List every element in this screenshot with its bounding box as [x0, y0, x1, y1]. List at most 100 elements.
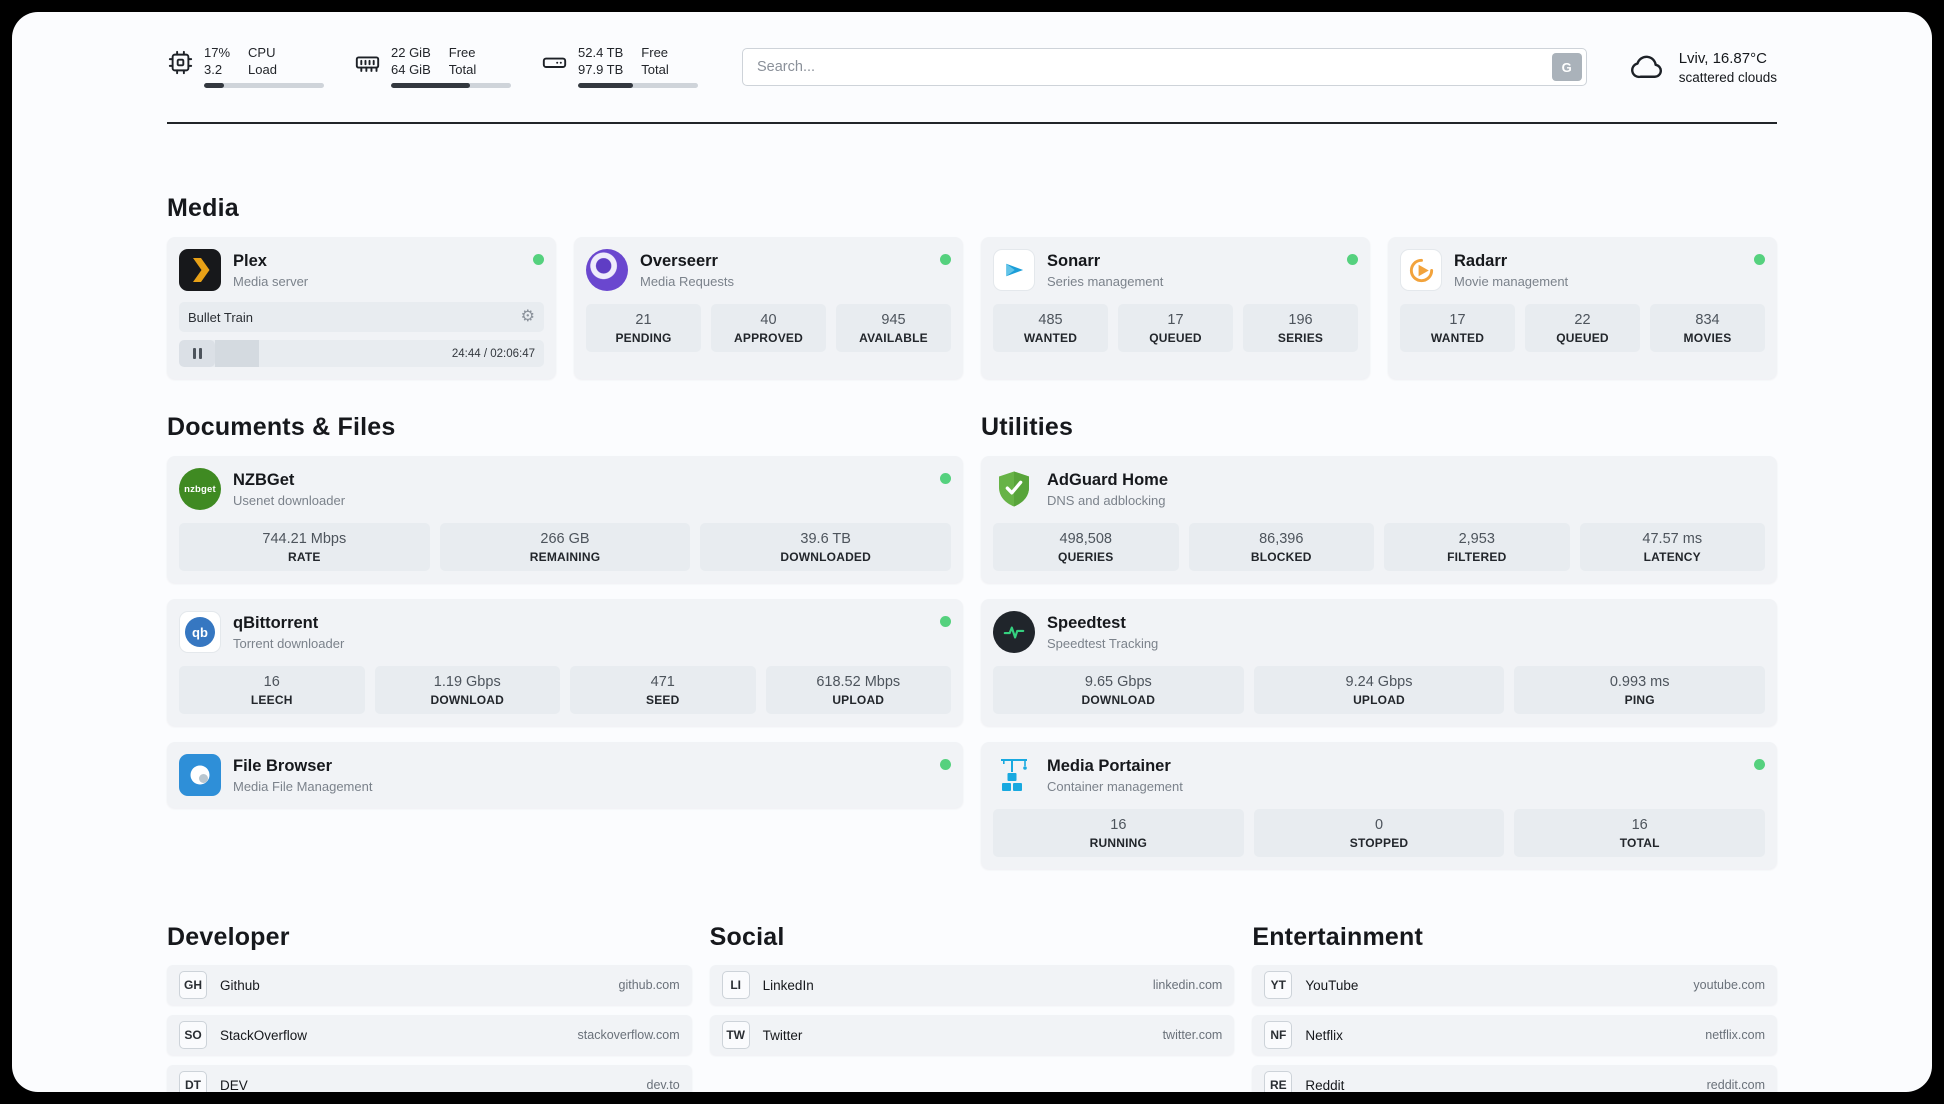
stat-tile: 17 WANTED — [1400, 304, 1515, 352]
stat-tile: 9.24 Gbps UPLOAD — [1253, 666, 1505, 714]
stat-tile: 16 RUNNING — [993, 809, 1244, 857]
bookmark-youtube[interactable]: YT YouTube youtube.com — [1252, 965, 1777, 1005]
app-card-plex: Plex Media server Bullet Train ⚙ — [167, 237, 556, 379]
app-name: Media Portainer — [1047, 756, 1171, 775]
adguard-link[interactable]: AdGuard Home DNS and adblocking — [993, 468, 1765, 510]
app-card-qbittorrent: qb qBittorrent Torrent downloader 16 — [167, 599, 963, 726]
bookmark-linkedin[interactable]: LI LinkedIn linkedin.com — [709, 965, 1235, 1005]
dashboard-page: 17% 3.2 CPU Load — [12, 12, 1932, 1092]
cloud-icon — [1627, 49, 1669, 85]
filebrowser-icon — [179, 754, 221, 796]
disk-sub-value: 97.9 TB — [578, 62, 624, 77]
disk-label-bottom: Total — [641, 62, 669, 77]
bookmark-name: DEV — [220, 1077, 248, 1093]
app-card-sonarr: Sonarr Series management 485 WANTED 17 Q… — [981, 237, 1370, 379]
section-title-utilities: Utilities — [981, 413, 1074, 441]
bookmark-github[interactable]: GH Github github.com — [167, 965, 692, 1005]
stat-tile: 9.65 Gbps DOWNLOAD — [993, 666, 1244, 714]
now-playing-title: Bullet Train — [188, 309, 254, 325]
stat-tile: 47.57 ms LATENCY — [1579, 523, 1765, 571]
app-card-nzbget: nzbget NZBGet Usenet downloader 744.21 M… — [167, 456, 963, 583]
bookmark-url: github.com — [618, 978, 680, 992]
nzbget-icon: nzbget — [179, 468, 221, 510]
disk-metric: 52.4 TB 97.9 TB Free Total — [541, 44, 698, 89]
bookmark-name: StackOverflow — [220, 1027, 308, 1043]
app-subtitle: Media Requests — [640, 273, 734, 289]
stat-tile: 16 TOTAL — [1514, 809, 1766, 857]
bookmark-name: YouTube — [1305, 977, 1359, 993]
app-card-speedtest: Speedtest Speedtest Tracking 9.65 Gbps D… — [981, 599, 1777, 726]
bookmark-url: netflix.com — [1705, 1028, 1765, 1042]
status-dot — [940, 616, 951, 627]
ram-value: 22 GiB — [391, 44, 431, 60]
bookmark-url: stackoverflow.com — [577, 1028, 680, 1042]
section-media: Media Plex Media server — [167, 194, 1777, 379]
stat-tile: 744.21 Mbps RATE — [179, 523, 430, 571]
stat-tile: 266 GB REMAINING — [439, 523, 691, 571]
section-title-documents: Documents & Files — [167, 413, 396, 441]
portainer-link[interactable]: Media Portainer Container management — [993, 754, 1765, 796]
bookmark-stackoverflow[interactable]: SO StackOverflow stackoverflow.com — [167, 1015, 692, 1055]
sonarr-link[interactable]: Sonarr Series management — [993, 249, 1358, 291]
app-name: qBittorrent — [233, 613, 319, 632]
bookmark-reddit[interactable]: RE Reddit reddit.com — [1252, 1065, 1777, 1092]
disk-label-top: Free — [641, 44, 669, 60]
bookmark-url: dev.to — [646, 1078, 680, 1092]
qbittorrent-link[interactable]: qb qBittorrent Torrent downloader — [179, 611, 951, 653]
cpu-label-top: CPU — [248, 44, 276, 60]
bookmark-twitter[interactable]: TW Twitter twitter.com — [709, 1015, 1235, 1055]
stat-tile: 485 WANTED — [993, 304, 1108, 352]
stat-tile: 2,953 FILTERED — [1384, 523, 1570, 571]
status-dot — [1347, 254, 1358, 265]
plex-icon — [179, 249, 221, 291]
adguard-shield-icon — [993, 468, 1035, 510]
plex-link[interactable]: Plex Media server — [179, 249, 544, 291]
app-name: AdGuard Home — [1047, 470, 1169, 489]
bookmark-url: linkedin.com — [1152, 978, 1223, 992]
bookmark-badge: LI — [721, 971, 750, 999]
stat-tile: 16 LEECH — [179, 666, 365, 714]
gear-icon[interactable]: ⚙ — [520, 308, 535, 325]
app-name: Overseerr — [640, 251, 718, 270]
sonarr-icon — [993, 249, 1035, 291]
portainer-crane-icon — [993, 754, 1035, 796]
bookmark-name: Reddit — [1305, 1077, 1345, 1093]
app-subtitle: Series management — [1047, 273, 1164, 289]
search-bar: G — [742, 48, 1587, 86]
status-dot — [940, 254, 951, 265]
ram-progress-bar — [391, 83, 511, 89]
app-subtitle: Container management — [1047, 778, 1183, 794]
bookmark-dev[interactable]: DT DEV dev.to — [167, 1065, 692, 1092]
playback-progress-bar[interactable] — [215, 340, 443, 367]
overseerr-link[interactable]: Overseerr Media Requests — [586, 249, 951, 291]
player-row: 24:44 / 02:06:47 — [179, 340, 544, 367]
bookmark-url: youtube.com — [1693, 978, 1765, 992]
bookmark-badge: TW — [721, 1021, 750, 1049]
search-input[interactable] — [742, 48, 1587, 86]
filebrowser-link[interactable]: File Browser Media File Management — [179, 754, 951, 796]
radarr-icon — [1400, 249, 1442, 291]
app-name: Radarr — [1454, 251, 1508, 270]
section-documents: Documents & Files nzbget NZBGet Usenet d… — [167, 413, 963, 869]
ram-metric: 22 GiB 64 GiB Free Total — [354, 44, 511, 89]
app-card-portainer: Media Portainer Container management 16 … — [981, 742, 1777, 869]
weather-widget: Lviv, 16.87°C scattered clouds — [1627, 49, 1777, 85]
bookmark-badge: GH — [179, 971, 207, 999]
nzbget-link[interactable]: nzbget NZBGet Usenet downloader — [179, 468, 951, 510]
search-engine-button[interactable]: G — [1551, 53, 1582, 81]
cpu-value: 17% — [204, 44, 231, 60]
stat-tile: 618.52 Mbps UPLOAD — [765, 666, 951, 714]
app-subtitle: DNS and adblocking — [1047, 492, 1166, 508]
speedtest-link[interactable]: Speedtest Speedtest Tracking — [993, 611, 1765, 653]
radarr-link[interactable]: Radarr Movie management — [1400, 249, 1765, 291]
stat-tile: 471 SEED — [570, 666, 756, 714]
app-subtitle: Torrent downloader — [233, 635, 345, 651]
bookmark-name: Github — [220, 977, 260, 993]
stat-tile: 196 SERIES — [1243, 304, 1358, 352]
stat-tile: 21 PENDING — [586, 304, 701, 352]
speedtest-pulse-icon — [993, 611, 1035, 653]
app-name: Speedtest — [1047, 613, 1126, 632]
bookmark-netflix[interactable]: NF Netflix netflix.com — [1252, 1015, 1777, 1055]
pause-button[interactable] — [179, 340, 215, 367]
disk-value: 52.4 TB — [578, 44, 624, 60]
